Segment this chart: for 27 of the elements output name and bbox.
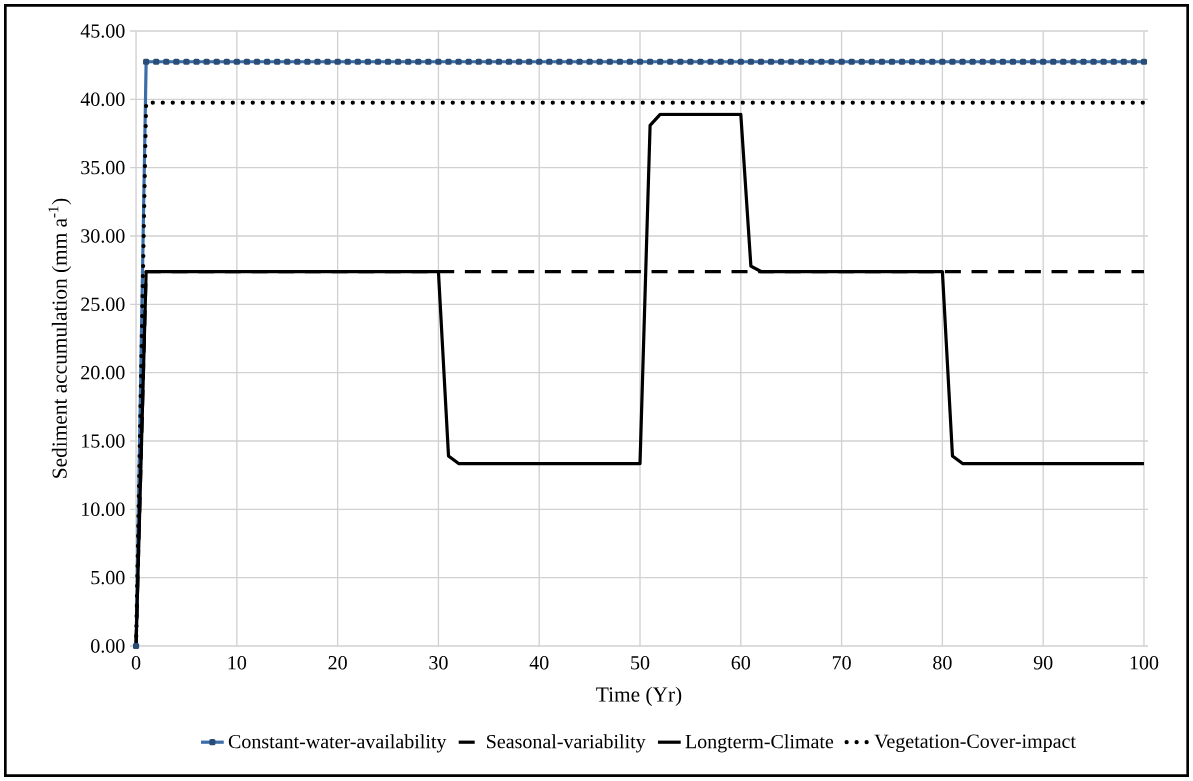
x-tick-label: 100 [1130,656,1159,670]
x-tick-label: 10 [228,656,247,670]
x-tick-label: 40 [529,656,549,670]
y-tick-label: 45.00 [80,24,125,38]
y-tick-label: 0.00 [91,639,125,653]
x-tick-label: 80 [933,656,952,670]
y-tick-label: 10.00 [82,502,125,517]
legend-label: Vegetation-Cover-impact [874,734,1076,753]
y-tick-label: 5.00 [91,570,125,585]
legend-label: Longterm-Climate [685,734,834,753]
x-tick-label: 50 [631,656,650,670]
y-tick-label: 25.00 [81,297,125,312]
y-tick-label: 15.00 [82,434,125,448]
legend-label: Seasonal-variability [487,734,646,753]
x-tick-label: 90 [1033,656,1053,670]
x-axis-title: Time (Yr) [596,686,682,707]
y-tick-label: 40.00 [80,92,125,107]
x-tick-label: 0 [131,656,141,670]
y-tick-label: 20.00 [81,365,125,380]
x-tick-label: 30 [429,656,448,670]
x-tick-label: 60 [731,656,751,670]
x-tick-label: 20 [328,656,347,670]
y-axis-title: Sediment accumulation (mm a$^{-1}$) [48,198,72,478]
y-tick-label: 30.00 [81,229,125,243]
y-tick-label: 35.00 [81,160,125,175]
legend-label: Constant-water-availability [228,734,447,753]
x-tick-label: 70 [832,656,851,670]
